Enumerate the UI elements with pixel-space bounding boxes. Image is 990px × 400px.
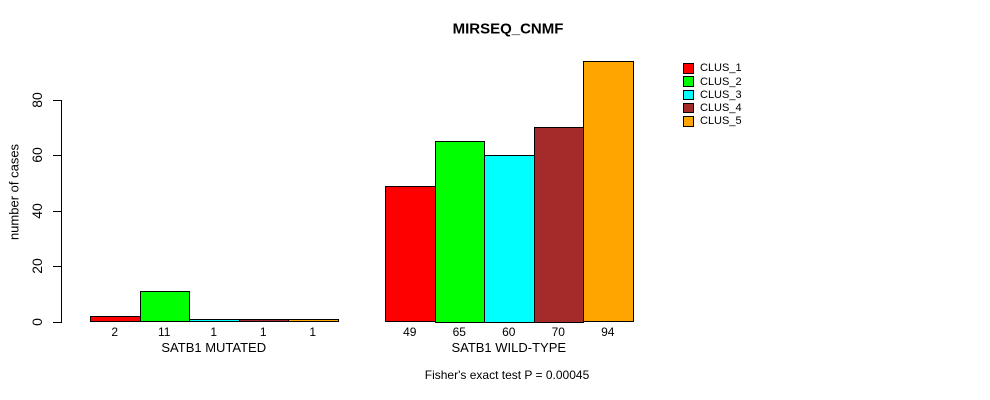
bar-clus_3-group1 [189, 318, 240, 323]
legend-swatch-clus_2 [683, 76, 694, 87]
legend-label-clus_4: CLUS_4 [700, 102, 742, 115]
y-axis-tick [53, 321, 61, 323]
legend-label-clus_2: CLUS_2 [700, 75, 742, 88]
bar-clus_3-group2 [484, 155, 535, 323]
bar-value-label: 60 [502, 325, 516, 339]
bar-value-label: 2 [111, 325, 119, 339]
bar-value-label: 1 [259, 325, 267, 339]
y-axis-tick [53, 99, 61, 101]
bar-clus_2-group1 [139, 290, 190, 323]
bar-value-label: 1 [309, 325, 317, 339]
y-tick-label: 0 [29, 317, 45, 326]
y-tick-label: 20 [29, 258, 45, 274]
legend-swatch-clus_1 [683, 63, 694, 74]
legend-swatch-clus_4 [683, 102, 694, 114]
bar-clus_2-group2 [434, 141, 485, 323]
bar-value-label: 94 [601, 325, 615, 339]
bar-value-label: 65 [452, 325, 466, 339]
bar-value-label: 11 [158, 325, 171, 339]
bar-clus_4-group2 [533, 127, 584, 323]
bar-value-label: 1 [210, 325, 218, 339]
x-group-label: SATB1 WILD-TYPE [451, 340, 567, 355]
y-tick-label: 40 [29, 202, 45, 219]
bar-clus_1-group2 [385, 185, 436, 323]
legend-label-clus_5: CLUS_5 [700, 115, 742, 128]
legend-label-clus_3: CLUS_3 [700, 88, 742, 101]
legend-label-clus_1: CLUS_1 [700, 62, 742, 75]
bar-clus_4-group1 [238, 318, 289, 323]
y-tick-label: 80 [29, 91, 45, 108]
x-group-label: SATB1 MUTATED [161, 340, 267, 355]
bar-clus_1-group1 [90, 315, 141, 323]
annotation-fisher-test: Fisher's exact test P = 0.00045 [424, 368, 590, 382]
bar-clus_5-group2 [583, 60, 634, 323]
bar-clus_5-group1 [288, 318, 339, 323]
chart-title: MIRSEQ_CNMF [452, 20, 564, 38]
y-axis-tick [53, 210, 61, 212]
y-axis-line [61, 99, 62, 323]
legend-swatch-clus_5 [683, 116, 694, 127]
y-tick-label: 60 [29, 147, 45, 163]
bar-value-label: 49 [403, 325, 417, 339]
legend-swatch-clus_3 [683, 89, 694, 101]
bar-value-label: 70 [551, 325, 565, 339]
y-axis-tick [53, 266, 61, 267]
y-axis-label: number of cases [6, 143, 22, 241]
y-axis-tick [53, 155, 61, 156]
